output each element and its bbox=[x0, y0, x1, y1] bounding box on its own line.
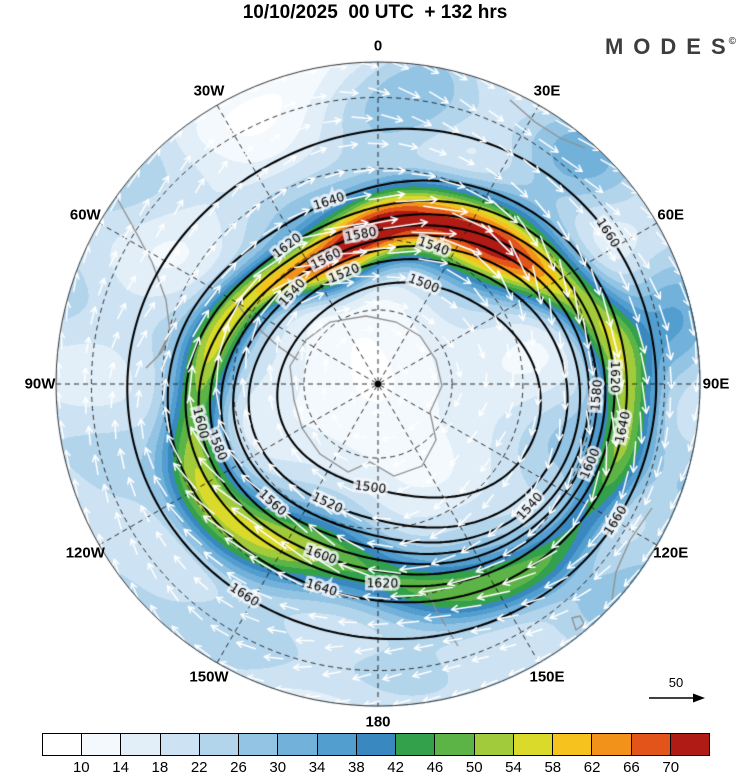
reference-arrow-icon bbox=[649, 693, 705, 703]
colorbar-cell bbox=[199, 734, 240, 755]
colorbar-cell bbox=[121, 734, 161, 755]
longitude-label: 60W bbox=[69, 206, 101, 224]
colorbar-cell bbox=[82, 734, 122, 755]
longitude-label: 30W bbox=[193, 82, 225, 100]
colorbar-tick-label: 14 bbox=[112, 759, 129, 776]
colorbar-cell bbox=[513, 734, 554, 755]
colorbar-cell bbox=[435, 734, 475, 755]
colorbar-tick-label: 34 bbox=[308, 759, 326, 776]
colorbar-cell bbox=[670, 734, 709, 755]
colorbar-tick-label: 22 bbox=[190, 759, 208, 776]
colorbar-cell bbox=[553, 734, 593, 755]
longitude-label: 60E bbox=[657, 206, 685, 224]
longitude-label: 0 bbox=[373, 37, 383, 55]
colorbar-tick-label: 46 bbox=[426, 759, 444, 776]
colorbar bbox=[42, 733, 710, 756]
reference-arrow-label: 50 bbox=[668, 675, 684, 690]
map-canvas bbox=[0, 0, 750, 715]
colorbar-cell bbox=[317, 734, 357, 755]
colorbar-tick-label: 70 bbox=[662, 759, 680, 776]
reference-arrow: 50 bbox=[644, 676, 708, 709]
colorbar-tick-label: 54 bbox=[505, 759, 522, 776]
longitude-label: 30E bbox=[533, 82, 561, 100]
longitude-label: 90E bbox=[702, 375, 730, 393]
colorbar-tick-label: 30 bbox=[269, 759, 287, 776]
colorbar-tick-label: 10 bbox=[72, 759, 90, 776]
longitude-label: 180 bbox=[365, 713, 391, 731]
colorbar-tick-label: 66 bbox=[623, 759, 640, 776]
colorbar-tick-label: 62 bbox=[583, 759, 601, 776]
colorbar-cell bbox=[278, 734, 318, 755]
colorbar-tick-labels: 10 14 18 22 26 30 34 38 42 46 50 54 58 62 66 70 bbox=[42, 759, 710, 779]
longitude-label: 150E bbox=[529, 668, 565, 686]
colorbar-cell bbox=[43, 734, 83, 755]
colorbar-tick-label: 18 bbox=[151, 759, 169, 776]
longitude-label: 120E bbox=[653, 544, 689, 562]
colorbar-cell bbox=[239, 734, 279, 755]
colorbar-cell bbox=[592, 734, 632, 755]
colorbar-cell bbox=[474, 734, 514, 755]
colorbar-tick-label: 26 bbox=[230, 759, 247, 776]
colorbar-cell bbox=[631, 734, 671, 755]
longitude-label: 120W bbox=[65, 544, 105, 562]
colorbar-tick-label: 50 bbox=[465, 759, 483, 776]
colorbar-tick-label: 38 bbox=[348, 759, 365, 776]
colorbar-tick-label: 42 bbox=[387, 759, 404, 776]
colorbar-cell bbox=[396, 734, 436, 755]
colorbar-cell bbox=[356, 734, 397, 755]
longitude-label: 90W bbox=[24, 375, 56, 393]
longitude-label: 150W bbox=[189, 668, 229, 686]
colorbar-tick-label: 58 bbox=[544, 759, 562, 776]
colorbar-cell bbox=[160, 734, 200, 755]
